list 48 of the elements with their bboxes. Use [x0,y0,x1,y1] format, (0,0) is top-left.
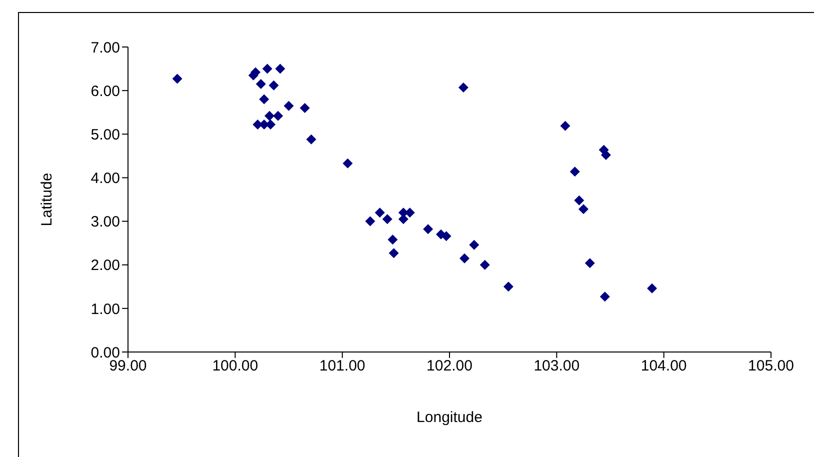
y-axis-title: Latitude [38,172,56,226]
y-tick-label: 1.00 [90,300,120,318]
point [388,248,399,258]
point [469,240,480,250]
point [306,134,316,144]
point [300,103,310,113]
point [275,64,286,74]
y-tick-label: 2.00 [90,257,120,274]
point [365,216,376,226]
point [382,214,392,224]
point [458,82,468,93]
point [256,79,266,90]
point [574,195,584,206]
point [480,260,490,270]
y-tick-label: 5.00 [90,126,120,144]
point [262,64,272,74]
y-tick-label: 7.00 [90,39,120,56]
point [647,283,658,294]
x-tick-label: 102.00 [426,358,472,375]
x-tick-label: 103.00 [534,358,580,375]
point [264,110,274,121]
x-tick-label: 104.00 [640,358,687,375]
point [268,80,279,90]
point [441,231,452,242]
point [342,158,353,168]
y-tick-label: 3.00 [90,214,120,231]
point [423,224,434,234]
point [584,258,595,268]
point [284,100,294,111]
point [259,94,270,104]
point [503,282,514,292]
point [273,110,284,121]
point [266,120,276,130]
point [560,120,570,131]
point [388,234,398,245]
x-tick-label: 105.00 [748,358,794,375]
point [172,74,182,84]
point [460,253,470,264]
point [374,208,385,218]
x-axis-title: Longitude [416,409,482,426]
point [600,292,610,302]
point [570,166,580,177]
x-tick-label: 101.00 [319,358,366,375]
point [600,150,611,160]
point [578,204,588,214]
x-tick-label: 100.00 [212,358,258,375]
y-tick-label: 4.00 [90,170,120,188]
y-tick-label: 6.00 [90,82,120,100]
